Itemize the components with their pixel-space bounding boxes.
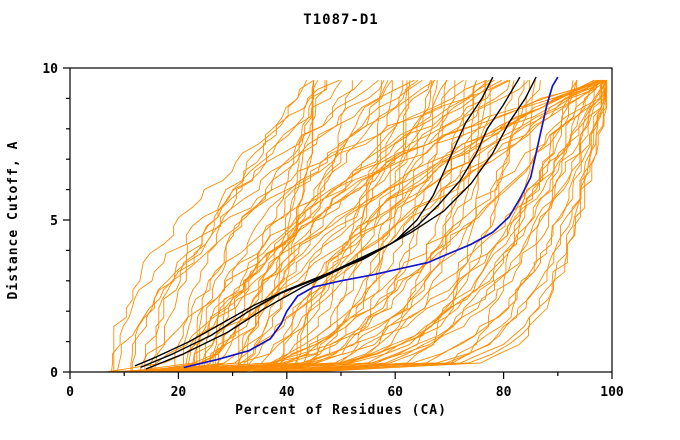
x-tick-label: 20 <box>171 385 187 400</box>
reference-line-3 <box>145 76 537 370</box>
ensemble-curve <box>201 80 525 373</box>
ensemble-curve <box>224 80 467 373</box>
reference-line-2 <box>140 76 521 369</box>
ensemble-curve <box>256 80 599 373</box>
ensemble-curve <box>214 79 599 372</box>
ensemble-curve <box>303 79 603 372</box>
ensemble-curve <box>212 79 436 372</box>
ensemble-curve <box>198 80 608 373</box>
ensemble-curve <box>276 79 606 372</box>
ensemble-curve <box>158 79 319 373</box>
ensemble-series <box>103 79 608 373</box>
ensemble-curve <box>138 80 353 373</box>
tick-labels: 0 20 40 60 80 100 0 5 10 <box>42 62 624 400</box>
ensemble-curve <box>305 80 536 373</box>
ensemble-curve <box>197 79 503 373</box>
ensemble-curve <box>260 80 411 373</box>
ensemble-curve <box>247 80 389 372</box>
ensemble-curve <box>294 79 603 372</box>
ensemble-curve <box>236 80 382 373</box>
ensemble-curve <box>116 79 488 373</box>
ensemble-curve <box>297 80 605 373</box>
chart-title: T1087-D1 <box>303 12 378 28</box>
ensemble-curve <box>307 80 608 373</box>
ensemble-curve <box>162 80 486 373</box>
ensemble-curve <box>198 79 385 373</box>
ensemble-curve <box>196 79 607 373</box>
plot-area: 0 20 40 60 80 100 0 5 10 <box>42 62 624 400</box>
ensemble-curve <box>167 80 541 373</box>
ensemble-curve <box>280 79 599 372</box>
ensemble-curve <box>237 79 598 372</box>
ensemble-curve <box>278 80 608 373</box>
y-axis-label: Distance Cutoff, A <box>6 141 21 300</box>
ensemble-curve <box>110 79 379 373</box>
ensemble-curve <box>269 80 608 373</box>
ensemble-curve <box>130 79 342 372</box>
ensemble-curve <box>116 80 404 373</box>
ensemble-curve <box>156 80 315 373</box>
ensemble-curve <box>154 80 308 373</box>
ensemble-curve <box>296 79 578 373</box>
ensemble-curve <box>260 79 607 373</box>
ensemble-curve <box>256 80 530 373</box>
y-tick-label: 10 <box>42 62 58 77</box>
ensemble-curve <box>238 80 431 372</box>
x-axis-label: Percent of Residues (CA) <box>235 403 447 418</box>
ensemble-curve <box>120 80 477 373</box>
ensemble-curve <box>296 79 595 372</box>
ensemble-curve <box>106 80 315 373</box>
ensemble-curve <box>147 79 490 373</box>
ensemble-curve <box>233 80 393 373</box>
y-tick-label: 0 <box>50 366 58 381</box>
ensemble-curve <box>260 80 606 373</box>
ensemble-curve <box>208 80 577 373</box>
ensemble-curve <box>242 80 600 373</box>
ensemble-curve <box>309 80 608 373</box>
y-tick-label: 5 <box>50 214 58 229</box>
x-tick-label: 60 <box>387 385 403 400</box>
ensemble-curve <box>139 79 511 373</box>
ensemble-curve <box>193 79 595 372</box>
ensemble-curve <box>302 80 435 373</box>
ensemble-curve <box>113 79 340 372</box>
highlight-line <box>183 76 559 369</box>
ensemble-curve <box>236 79 448 373</box>
ensemble-curve <box>139 80 605 373</box>
ensemble-curve <box>191 80 603 373</box>
ensemble-curve <box>183 79 606 373</box>
ensemble-curve <box>248 80 602 373</box>
x-tick-label: 40 <box>279 385 295 400</box>
ensemble-curve <box>206 79 464 372</box>
ensemble-curve <box>240 79 604 373</box>
x-tick-label: 100 <box>600 385 624 400</box>
x-tick-label: 80 <box>496 385 512 400</box>
ensemble-curve <box>275 80 608 373</box>
ensemble-curve <box>103 80 447 373</box>
ensemble-curve <box>204 80 602 373</box>
ensemble-curve <box>199 80 511 373</box>
ensemble-curve <box>144 79 315 372</box>
ensemble-curve <box>131 79 415 372</box>
x-tick-label: 0 <box>66 385 74 400</box>
ensemble-curve <box>276 80 491 373</box>
axis-ticks <box>63 67 613 379</box>
